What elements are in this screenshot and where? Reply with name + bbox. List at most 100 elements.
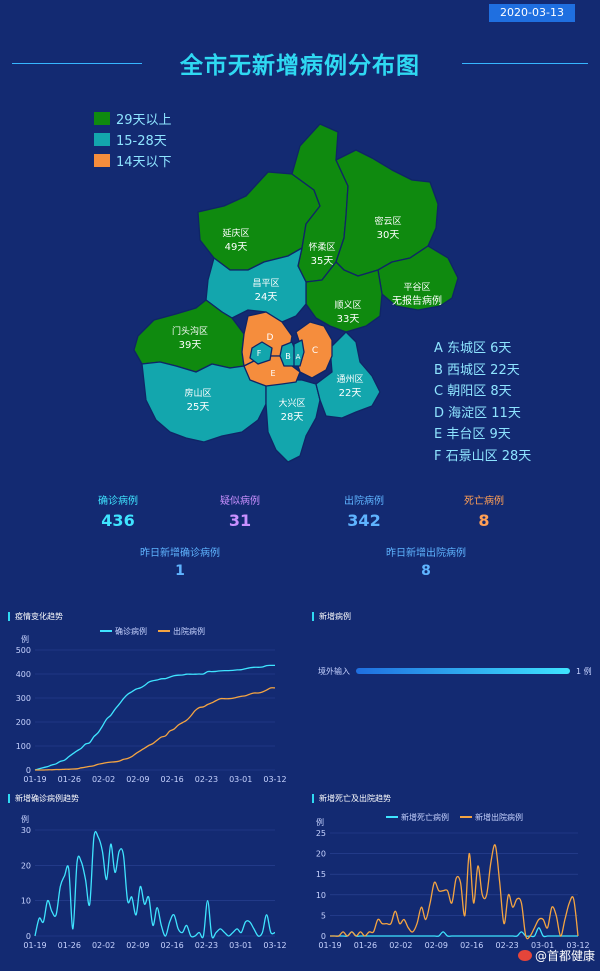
trend-xtick-4: 02-16 xyxy=(161,775,184,784)
deaths-discharged-ytick-4: 20 xyxy=(316,850,326,859)
stat-confirmed-label: 确诊病例 xyxy=(98,496,138,507)
abbr-row-e: E 丰台区 9天 xyxy=(434,427,511,443)
abbr-row-b: B 西城区 22天 xyxy=(434,362,520,378)
deaths-discharged-legend-label-2: 新增出院病例 xyxy=(475,812,523,822)
district-shape-shunyi xyxy=(305,261,383,333)
district-days-daxing: 28天 xyxy=(281,412,304,423)
legend-label-2: 15-28天 xyxy=(116,134,167,149)
deaths-discharged-ytick-1: 5 xyxy=(321,911,326,920)
title-text: 全市无新增病例分布图 xyxy=(180,53,420,79)
district-name-miyun: 密云区 xyxy=(374,215,401,227)
district-name-daxing: 大兴区 xyxy=(278,397,305,409)
deaths-discharged-xtick-0: 01-19 xyxy=(318,941,341,950)
district-shape-dongcheng xyxy=(293,339,305,367)
new-confirmed-series-1 xyxy=(34,830,276,939)
new-confirmed-xtick-1: 01-26 xyxy=(58,941,81,950)
stat-discharged-value: 342 xyxy=(347,511,381,530)
chart-new-deaths-discharged: 0 5 10 15 20 25 例 01-19 01-26 02-02 02-09 02-16 02-2… xyxy=(316,812,590,950)
trend-xtick-0: 01-19 xyxy=(23,775,46,784)
stat-new-discharged-value: 8 xyxy=(421,563,431,579)
deaths-discharged-series-2 xyxy=(330,844,579,940)
new-confirmed-ytick-2: 20 xyxy=(21,861,31,870)
legend-label-1: 29天以上 xyxy=(116,113,172,128)
map-letter-e: E xyxy=(270,369,275,378)
legend-label-3: 14天以下 xyxy=(116,155,172,170)
legend-swatch-3 xyxy=(94,154,110,167)
legend-row-1: 29天以上 xyxy=(94,108,172,129)
district-name-tongzhou: 通州区 xyxy=(336,374,363,385)
district-days-mentougou: 39天 xyxy=(179,340,202,351)
district-abbreviations: A 东城区 6天 B 西城区 22天 C 朝阳区 8天 D 海淀区 11天 E … xyxy=(434,338,531,468)
trend-legend-label-1: 确诊病例 xyxy=(115,626,147,636)
trend-ytick-2: 200 xyxy=(16,718,31,727)
stat-suspected: 疑似病例 31 xyxy=(180,492,300,530)
district-name-pinggu: 平谷区 xyxy=(403,282,430,293)
chart-new-confirmed: 0 10 20 30 例 01-19 01-26 02-02 02-09 02-16 02-23 03… xyxy=(21,814,287,950)
district-days-fangshan: 25天 xyxy=(187,402,210,413)
abbr-row-f: F 石景山区 28天 xyxy=(434,448,532,464)
title-line-left xyxy=(12,63,142,64)
deaths-discharged-xtick-2: 02-02 xyxy=(389,941,412,950)
new-confirmed-ytick-3: 30 xyxy=(21,826,31,835)
district-name-mentougou: 门头沟区 xyxy=(172,325,208,337)
legend-swatch-1 xyxy=(94,112,110,125)
page-title: 全市无新增病例分布图 xyxy=(0,46,600,82)
deaths-discharged-xtick-5: 02-23 xyxy=(496,941,519,950)
district-days-changping: 24天 xyxy=(255,292,278,303)
weibo-icon xyxy=(518,950,532,961)
trend-ylabel: 例 xyxy=(21,634,29,644)
stat-discharged: 出院病例 342 xyxy=(304,492,424,530)
panel-title-trend: 疫情变化趋势 xyxy=(8,612,63,621)
new-confirmed-xtick-7: 03-12 xyxy=(263,941,286,950)
trend-legend-label-2: 出院病例 xyxy=(173,626,205,636)
map-legend: 29天以上 15-28天 14天以下 xyxy=(94,108,172,171)
new-confirmed-ytick-0: 0 xyxy=(26,932,31,941)
district-days-pinggu: 无报告病例 xyxy=(392,294,442,307)
stat-new-confirmed: 昨日新增确诊病例 1 xyxy=(120,544,240,579)
district-name-fangshan: 房山区 xyxy=(184,387,211,399)
new-confirmed-xtick-2: 02-02 xyxy=(92,941,115,950)
trend-ytick-4: 400 xyxy=(16,670,31,679)
chart-trend: 0 100 200 300 400 500 例 01-19 01-26 02-02 02-09 02-… xyxy=(16,626,287,784)
trend-xtick-7: 03-12 xyxy=(263,775,286,784)
legend-swatch-2 xyxy=(94,133,110,146)
stat-new-confirmed-label: 昨日新增确诊病例 xyxy=(140,548,220,559)
stat-deaths-label: 死亡病例 xyxy=(464,496,504,507)
district-name-huairou: 怀柔区 xyxy=(308,241,335,253)
stat-new-discharged: 昨日新增出院病例 8 xyxy=(366,544,486,579)
abbr-row-c: C 朝阳区 8天 xyxy=(434,384,512,400)
stat-suspected-value: 31 xyxy=(228,511,252,530)
district-name-changping: 昌平区 xyxy=(252,278,279,289)
map-letter-d: D xyxy=(267,333,274,343)
stat-new-confirmed-value: 1 xyxy=(175,563,185,579)
district-name-shunyi: 顺义区 xyxy=(334,300,361,311)
new-confirmed-xtick-4: 02-16 xyxy=(161,941,184,950)
legend-row-3: 14天以下 xyxy=(94,150,172,171)
stat-discharged-label: 出院病例 xyxy=(344,496,384,507)
new-cases-bar-0 xyxy=(356,668,570,674)
date-badge: 2020-03-13 xyxy=(489,4,575,22)
stat-deaths: 死亡病例 8 xyxy=(424,492,544,530)
deaths-discharged-ylabel: 例 xyxy=(316,817,324,827)
new-cases-category-0: 境外输入 xyxy=(318,666,350,676)
abbr-row-a: A 东城区 6天 xyxy=(434,341,512,356)
district-shape-fangshan xyxy=(141,361,267,443)
stat-suspected-label: 疑似病例 xyxy=(220,496,260,507)
new-confirmed-xtick-0: 01-19 xyxy=(23,941,46,950)
deaths-discharged-ytick-0: 0 xyxy=(321,932,326,941)
stat-deaths-value: 8 xyxy=(478,511,490,530)
district-days-tongzhou: 22天 xyxy=(339,388,362,399)
deaths-discharged-xtick-1: 01-26 xyxy=(354,941,377,950)
district-days-miyun: 30天 xyxy=(377,230,400,241)
beijing-district-map: 延庆区 49天 密云区 30天 怀柔区 35天 昌平区 24天 平谷区 无报告病… xyxy=(133,123,459,463)
new-confirmed-ytick-1: 10 xyxy=(21,897,31,906)
trend-xtick-3: 02-09 xyxy=(126,775,149,784)
watermark-text: @首都健康 xyxy=(535,949,596,963)
district-name-yanqing: 延庆区 xyxy=(222,227,249,239)
panel-title-new-confirmed: 新增确诊病例趋势 xyxy=(8,794,79,803)
map-letter-b: B xyxy=(285,352,291,361)
deaths-discharged-ytick-5: 25 xyxy=(316,829,326,838)
district-shape-shijingshan xyxy=(249,341,273,365)
map-letter-c: C xyxy=(312,346,318,356)
panel-title-new-cases: 新增病例 xyxy=(312,612,351,621)
